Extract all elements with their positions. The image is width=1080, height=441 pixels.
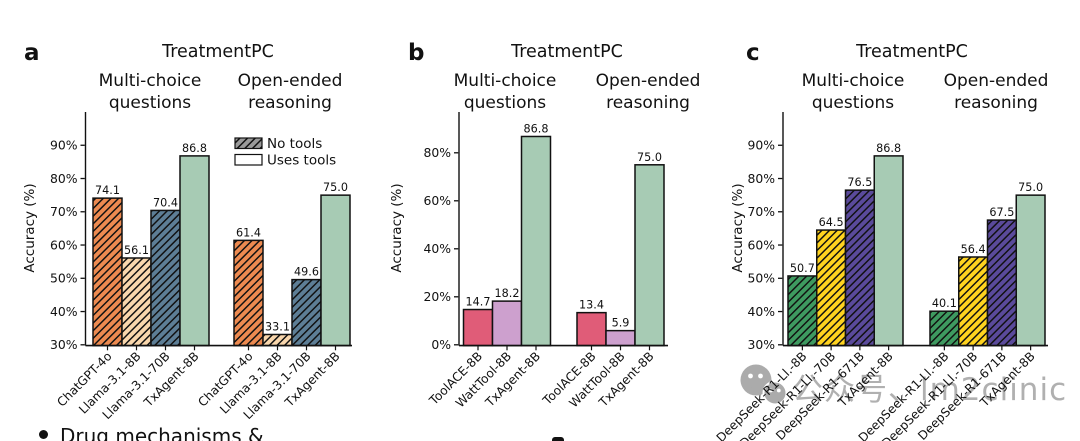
- bar-TxAgent-8B: [873, 155, 904, 347]
- group-subtitle: reasoning: [954, 93, 1038, 113]
- group-subtitle: questions: [464, 93, 546, 113]
- bar-value-label: 50.7: [790, 262, 815, 275]
- y-tick-label: 40%: [747, 304, 775, 319]
- group-subtitle: Open-ended: [596, 71, 701, 91]
- panel-letter: c: [746, 40, 760, 66]
- y-tick-label: 60%: [50, 237, 78, 252]
- group-subtitle: Multi-choice: [99, 71, 202, 91]
- legend-swatch-plain: [234, 153, 263, 166]
- bar-value-label: 56.1: [124, 244, 149, 257]
- bar-hatch-overlay: [958, 257, 988, 346]
- y-tick-label: 80%: [423, 145, 451, 160]
- cropped-glyph: [552, 437, 564, 441]
- bar-value-label: 75.0: [637, 151, 662, 164]
- group-subtitle: Multi-choice: [454, 71, 557, 91]
- legend-swatch-hatch: [235, 138, 262, 149]
- bar-hatch-overlay: [816, 230, 846, 346]
- y-tick-label: 40%: [50, 304, 78, 319]
- bar-value-label: 64.5: [819, 216, 844, 229]
- y-tick-label: 80%: [747, 171, 775, 186]
- panel-letter: b: [408, 40, 424, 66]
- chart-title: TreatmentPC: [855, 42, 968, 62]
- group-subtitle: questions: [109, 93, 191, 113]
- bar-value-label: 5.9: [612, 317, 630, 330]
- y-tick-label: 60%: [747, 237, 775, 252]
- bar-value-label: 86.8: [182, 142, 207, 155]
- y-tick-label: 30%: [747, 337, 775, 352]
- legend-label: No tools: [267, 136, 322, 152]
- y-tick-label: 70%: [747, 204, 775, 219]
- bar-ToolACE-8B: [462, 308, 494, 347]
- y-tick-label: 50%: [747, 271, 775, 286]
- bar-WattTool-8B: [491, 300, 523, 347]
- bar-TxAgent-8B: [634, 164, 665, 347]
- bar-TxAgent-8B: [520, 135, 552, 347]
- bar-hatch-overlay: [93, 198, 122, 346]
- panel-letter: a: [24, 40, 40, 66]
- bar-value-label: 76.5: [847, 176, 872, 189]
- y-axis-label: Accuracy (%): [389, 183, 405, 272]
- bar-hatch-overlay: [263, 334, 292, 346]
- group-subtitle: Open-ended: [238, 71, 343, 91]
- bar-TxAgent-8B: [179, 155, 210, 347]
- y-tick-label: 20%: [423, 289, 451, 304]
- bar-value-label: 33.1: [265, 320, 290, 333]
- y-tick-label: 0%: [431, 337, 451, 352]
- bottom-caption-text: Drug mechanisms &: [60, 424, 264, 441]
- y-tick-label: 50%: [50, 271, 78, 286]
- bar-hatch-overlay: [234, 240, 263, 346]
- group-subtitle: Multi-choice: [802, 71, 905, 91]
- bar-value-label: 56.4: [961, 243, 986, 256]
- y-tick-label: 90%: [747, 138, 775, 153]
- bar-value-label: 61.4: [236, 226, 261, 239]
- bar-WattTool-8B: [605, 329, 636, 347]
- group-subtitle: reasoning: [248, 93, 332, 113]
- bar-value-label: 14.7: [466, 296, 491, 309]
- bar-TxAgent-8B: [320, 194, 351, 347]
- group-subtitle: reasoning: [606, 93, 690, 113]
- bar-value-label: 70.4: [153, 196, 178, 209]
- bar-hatch-overlay: [151, 210, 180, 346]
- y-tick-label: 80%: [50, 171, 78, 186]
- bar-value-label: 40.1: [932, 297, 957, 310]
- bar-value-label: 67.5: [989, 206, 1014, 219]
- bar-value-label: 49.6: [294, 266, 319, 279]
- bar-value-label: 13.4: [579, 299, 604, 312]
- y-tick-label: 70%: [50, 204, 78, 219]
- group-subtitle: questions: [812, 93, 894, 113]
- bar-value-label: 75.0: [1018, 181, 1043, 194]
- y-tick-label: 40%: [423, 241, 451, 256]
- bar-hatch-overlay: [930, 311, 959, 346]
- y-tick-label: 30%: [50, 337, 78, 352]
- legend-label: Uses tools: [267, 152, 336, 168]
- bar-value-label: 86.8: [876, 142, 901, 155]
- bar-hatch-overlay: [292, 279, 321, 346]
- y-axis-label: Accuracy (%): [730, 183, 746, 272]
- y-axis-label: Accuracy (%): [22, 183, 38, 272]
- bar-value-label: 74.1: [95, 184, 120, 197]
- bar-ToolACE-8B: [576, 311, 607, 347]
- bar-value-label: 18.2: [495, 287, 520, 300]
- chart-title: TreatmentPC: [510, 42, 623, 62]
- y-tick-label: 90%: [50, 138, 78, 153]
- group-subtitle: Open-ended: [944, 71, 1049, 91]
- y-tick-label: 60%: [423, 193, 451, 208]
- bar-hatch-overlay: [788, 275, 817, 346]
- bar-TxAgent-8B: [1015, 194, 1046, 347]
- bar-hatch-overlay: [122, 257, 151, 346]
- bar-value-label: 75.0: [323, 181, 348, 194]
- bar-value-label: 86.8: [524, 122, 549, 135]
- chart-title: TreatmentPC: [161, 42, 274, 62]
- bullet-icon: [39, 430, 48, 439]
- bar-hatch-overlay: [987, 220, 1017, 346]
- bar-hatch-overlay: [845, 190, 875, 346]
